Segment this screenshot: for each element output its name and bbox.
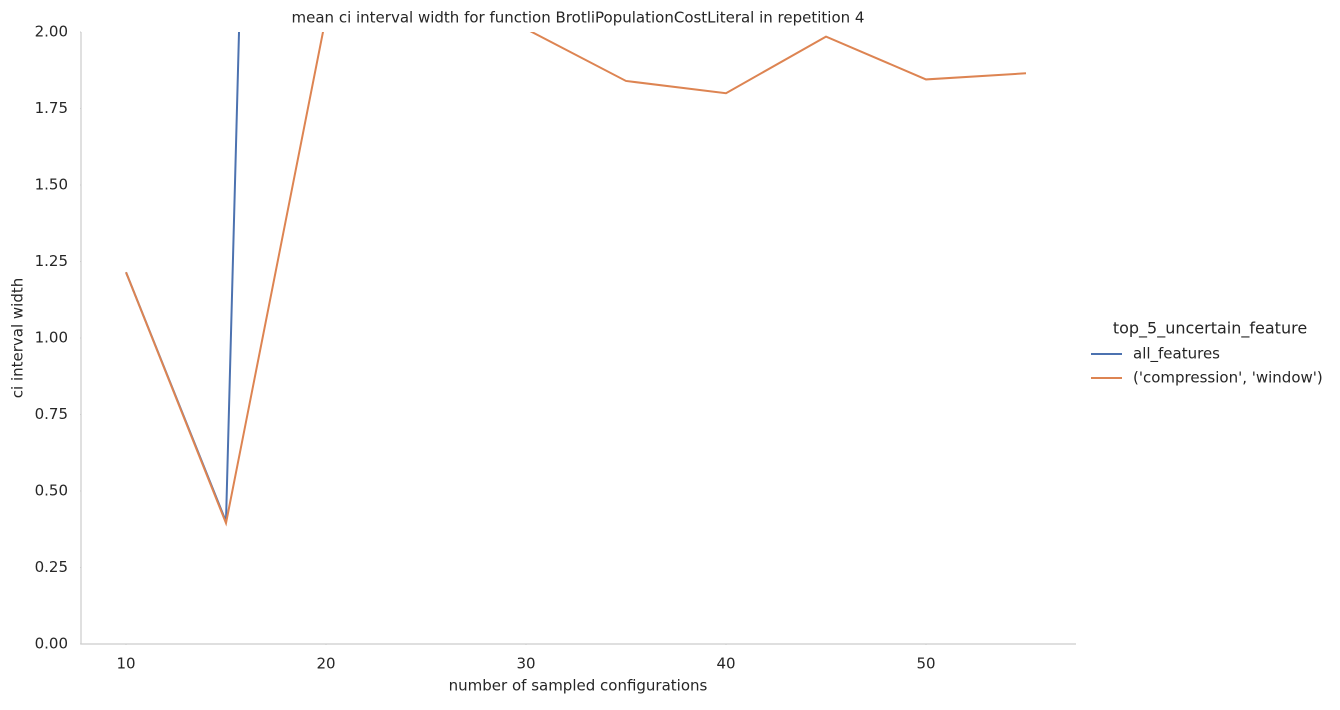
line: [125, 32, 241, 522]
x-axis-label: number of sampled configurations: [449, 677, 708, 695]
line: [125, 32, 1027, 527]
chart-title: mean ci interval width for function Brot…: [292, 9, 865, 27]
y-tick-label: 0.50: [35, 482, 68, 500]
y-axis-label: ci interval width: [9, 278, 27, 398]
y-tick-label: 2.00: [35, 23, 68, 41]
y-tick-label: 1.50: [35, 176, 68, 194]
x-tick-label: 30: [516, 655, 535, 673]
y-tick-label: 0.25: [35, 558, 68, 576]
y-tick-label: 1.25: [35, 252, 68, 270]
y-tick-label: 0.00: [35, 635, 68, 653]
legend-title: top_5_uncertain_feature: [1113, 319, 1307, 339]
x-tick-label: 10: [116, 655, 135, 673]
legend-label: ('compression', 'window'): [1133, 369, 1323, 387]
legend-label: all_features: [1133, 345, 1220, 364]
x-tick-label: 50: [916, 655, 935, 673]
y-tick-label: 0.75: [35, 405, 68, 423]
y-tick-label: 1.00: [35, 329, 68, 347]
y-tick-label: 1.75: [35, 99, 68, 117]
x-tick-label: 40: [716, 655, 735, 673]
x-tick-label: 20: [316, 655, 335, 673]
